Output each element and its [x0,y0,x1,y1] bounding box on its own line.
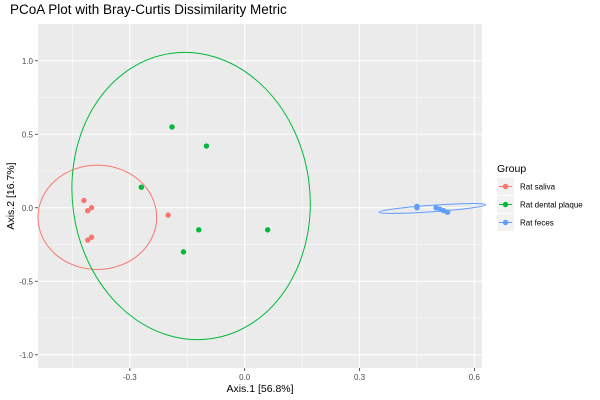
ellipse-rat-feces [378,203,487,214]
legend: Group Rat saliva Rat dental plaque Rat fec… [497,163,583,231]
point-rat-saliva [85,237,91,243]
y-tick-label: 1.0 [22,57,34,66]
point-rat-saliva [88,205,95,211]
plot-panel [38,24,482,368]
point-rat-dental-plaque [203,143,210,149]
data-points [81,124,451,255]
legend-label-rat-dental-plaque: Rat dental plaque [520,201,583,210]
legend-label-rat-feces: Rat feces [520,219,554,228]
point-rat-saliva [81,197,87,204]
point-rat-saliva [88,234,95,240]
x-axis-title: Axis.1 [56.8%] [226,383,293,395]
y-tick-label: 0.5 [22,130,34,139]
legend-marker-rat-feces [502,219,509,226]
ellipse-rat-saliva [37,164,158,271]
legend-label-rat-saliva: Rat saliva [520,183,556,192]
y-tick-label: -0.5 [19,277,33,286]
y-tick-label: 0.0 [22,204,34,213]
point-rat-saliva [165,212,171,218]
point-rat-dental-plaque [169,124,175,130]
point-rat-saliva [85,208,91,214]
x-tick-label: -0.3 [123,373,137,382]
x-tick-label: 0.3 [354,373,366,382]
x-tick-label: 0.6 [469,373,481,382]
point-rat-feces [444,209,451,215]
x-axis-ticks: -0.3 0.0 0.3 0.6 [123,368,480,382]
point-rat-dental-plaque [196,227,202,233]
legend-marker-rat-dental-plaque [502,201,509,208]
point-rat-feces [414,203,420,209]
y-axis-ticks: -1.0 -0.5 0.0 0.5 1.0 [19,57,38,360]
point-rat-dental-plaque [180,249,187,255]
y-axis-title: Axis.2 [16.7%] [5,162,17,229]
y-tick-label: -1.0 [19,351,33,360]
legend-title: Group [497,163,526,175]
ellipse-rat-dental-plaque [71,51,311,341]
point-rat-dental-plaque [264,227,271,233]
x-tick-label: 0.0 [239,373,251,382]
chart-title: PCoA Plot with Bray-Curtis Dissimilarity… [10,2,287,17]
legend-marker-rat-saliva [502,183,509,190]
confidence-ellipses [37,51,487,341]
point-rat-dental-plaque [138,184,145,190]
major-grid [38,24,482,368]
